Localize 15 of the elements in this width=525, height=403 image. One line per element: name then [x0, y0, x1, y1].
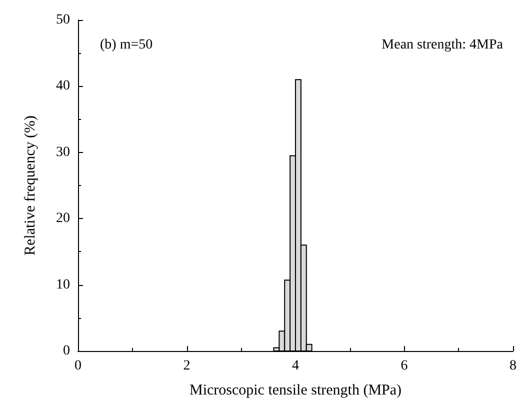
annotation: (b) m=50	[100, 38, 153, 52]
y-tick-label: 30	[56, 144, 70, 160]
y-tick-label: 20	[56, 211, 70, 226]
x-tick-label: 4	[292, 358, 299, 374]
y-tick-label: 0	[63, 344, 70, 358]
y-tick-label: 50	[56, 12, 70, 28]
y-tick-label: 40	[56, 78, 70, 94]
x-axis-title: Microscopic tensile strength (MPa)	[189, 382, 402, 398]
x-tick-label: 2	[183, 358, 190, 374]
y-axis-title: Relative frequency (%)	[22, 116, 38, 256]
x-tick-label: 6	[400, 358, 408, 374]
annotation: Mean strength: 4MPa	[382, 38, 504, 52]
y-tick-label: 10	[56, 277, 70, 292]
x-tick-label: 0	[74, 358, 82, 374]
x-tick-label: 8	[510, 358, 516, 374]
